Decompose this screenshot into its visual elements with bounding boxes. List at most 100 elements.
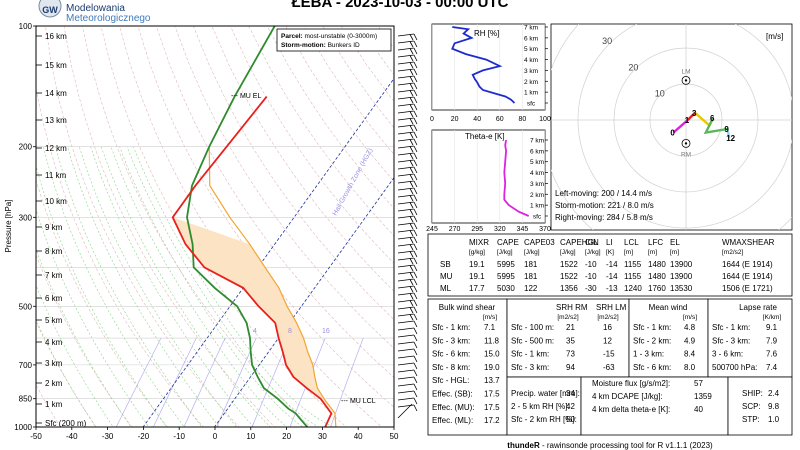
wind-barb <box>397 75 418 83</box>
srh-row-label: Sfc - 3 km: <box>511 363 549 372</box>
wind-barb-feather <box>413 404 418 412</box>
wind-barb-shaft <box>397 131 415 135</box>
wind-barb-feather <box>413 362 418 370</box>
wind-barb-feather <box>413 229 418 237</box>
wind-barb-feather <box>413 33 418 41</box>
wind-barb-feather <box>409 160 414 167</box>
rm-marker-dot <box>684 142 688 145</box>
thetae-x-tick-label: 370 <box>539 226 551 233</box>
height-label: 3 km <box>45 359 63 368</box>
wind-barb-feather <box>413 355 418 363</box>
wind-barb-feather <box>409 76 414 83</box>
hodograph-unit: [m/s] <box>766 32 783 41</box>
wind-barb-feather <box>409 83 414 90</box>
parcel-col-header: CAPE03 <box>524 238 555 247</box>
lapse-row-value: 9.1 <box>766 323 778 332</box>
parcel-cell: 1155 <box>624 272 642 281</box>
meanwind-row-label: 1 - 3 km: <box>633 350 664 359</box>
y-tick-label: 850 <box>19 395 33 404</box>
wind-barb-feather <box>409 34 414 41</box>
moist-adiabat-line <box>55 146 203 427</box>
wind-barb-shaft <box>397 124 415 128</box>
parcel-cell: 17.7 <box>469 284 485 293</box>
wind-barb <box>397 285 418 293</box>
wind-barb-feather <box>409 209 414 216</box>
parcel-cell: 13900 <box>670 260 693 269</box>
wind-barb-shaft <box>397 201 415 205</box>
storm-info-rm-value: 284 / 5.8 m/s <box>607 213 653 222</box>
rh-y-label: 4 km <box>524 57 538 64</box>
wind-barb-shaft <box>397 159 415 163</box>
precip-row-value: 34 <box>566 389 575 398</box>
parcel-col-unit: [m] <box>648 249 657 256</box>
dry-adiabat-line <box>36 321 97 427</box>
wind-barb-feather <box>413 369 418 377</box>
dry-adiabat-line <box>266 26 394 209</box>
parcel-cell: -10 <box>585 260 597 269</box>
lapse-row-value: 7.9 <box>766 336 778 345</box>
moist-adiabat-line <box>100 146 271 427</box>
parcel-col-unit: [m] <box>624 249 633 256</box>
parcel-cell: 122 <box>524 284 538 293</box>
lapse-row-label: Sfc - 3 km: <box>712 336 750 345</box>
shear-row-label: Effec. (ML): <box>432 416 473 425</box>
hodo-point-label: 12 <box>726 134 735 143</box>
wind-barb-feather <box>413 159 418 167</box>
rm-label: RM <box>681 151 691 158</box>
height-label: 5 km <box>45 316 63 325</box>
meanwind-row-label: Sfc - 1 km: <box>633 323 671 332</box>
thetae-y-label: 5 km <box>530 159 544 166</box>
wind-barb-feather <box>413 208 418 216</box>
wind-barb-feather <box>409 244 414 251</box>
shear-row-label: Effec. (SB): <box>432 390 473 399</box>
wind-barb-feather <box>413 222 418 230</box>
parcel-col-header: EL <box>670 238 680 247</box>
wind-barb-shaft <box>397 397 415 401</box>
wind-barb-shaft <box>397 376 415 380</box>
rh-x-tick-label: 20 <box>451 116 459 123</box>
hodo-point-label: 1 <box>685 116 690 125</box>
wind-barb-feather <box>413 201 418 209</box>
svg-text:Right-moving: 284 / 5.8 m/s: Right-moving: 284 / 5.8 m/s <box>555 213 653 222</box>
srh-rm-value: 21 <box>566 323 575 332</box>
wind-barb-feather <box>413 68 418 76</box>
height-label: 13 km <box>45 116 67 125</box>
wind-barb-feather <box>413 180 418 188</box>
hodo-segment <box>726 128 731 139</box>
rm-marker <box>681 138 691 148</box>
wind-barb-feather <box>413 124 418 132</box>
precip-row-value: 50 <box>566 415 575 424</box>
wind-barb-feather <box>409 111 414 118</box>
dry-adiabat-line <box>248 26 394 237</box>
wind-barb-feather <box>409 132 414 139</box>
storm-info-mean-value: 221 / 8.0 m/s <box>607 201 653 210</box>
wind-barb <box>397 313 418 321</box>
thetae-panel: Theta-e [K] 245 270 295 320 345 370 7 km 6 km 5 … <box>426 129 551 233</box>
precip-row-label: Precip. water [mm]: <box>511 389 580 398</box>
composite-row-label: STP: <box>742 415 760 424</box>
thetae-y-label: 4 km <box>530 170 544 177</box>
wind-barb-feather <box>413 47 418 55</box>
moisture-row-value: 40 <box>694 405 703 414</box>
wind-barb <box>397 250 418 258</box>
wind-barb <box>397 397 418 405</box>
wind-barb-shaft <box>397 138 415 142</box>
wind-barb <box>397 117 418 125</box>
skewt-axes: -50 -40 -30 -20 -10 0 10 20 30 40 50 100 200 300 500 70… <box>14 22 399 441</box>
hodo-point-label: 6 <box>710 114 715 123</box>
shear-row-value: 17.5 <box>484 403 500 412</box>
wind-barb-feather <box>413 306 418 314</box>
wind-barb-feather <box>413 138 418 146</box>
y-tick-label: 700 <box>19 361 33 370</box>
wind-barb-shaft <box>397 40 415 44</box>
thetae-x-tick-label: 320 <box>494 226 506 233</box>
wind-barb-feather <box>409 202 414 209</box>
wind-barb-feather <box>413 383 418 391</box>
wind-barb <box>397 355 418 363</box>
wind-barb <box>397 208 418 216</box>
wind-barb-shaft <box>397 285 415 289</box>
wind-barb <box>397 96 418 104</box>
height-label: 14 km <box>45 89 67 98</box>
moisture-row-value: 1359 <box>694 392 712 401</box>
wind-barb-feather <box>409 104 414 111</box>
